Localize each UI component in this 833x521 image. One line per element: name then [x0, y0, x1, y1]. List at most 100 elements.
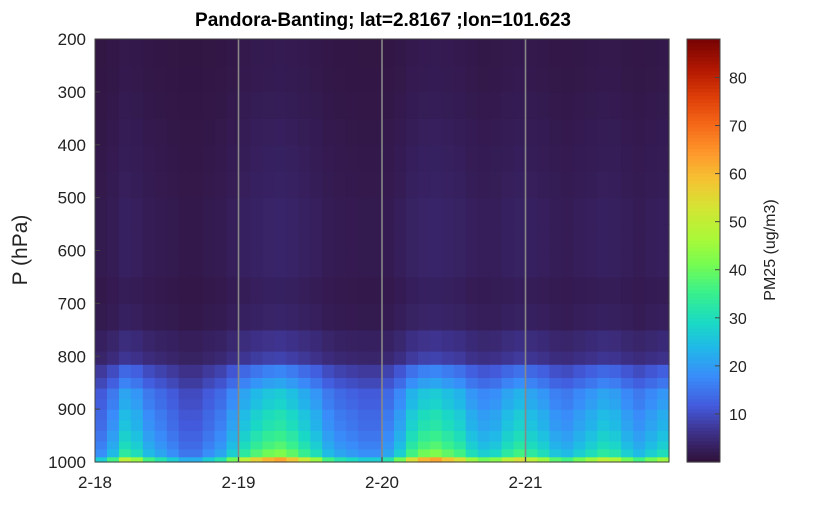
heatmap-cell	[310, 364, 323, 378]
heatmap-cell	[166, 387, 180, 400]
heatmap-cell	[166, 39, 180, 67]
heatmap-cell	[322, 398, 335, 410]
heatmap-cell	[334, 364, 347, 378]
heatmap-cell	[310, 91, 323, 119]
colorbar-segment	[687, 447, 720, 453]
heatmap-cell	[262, 398, 275, 410]
heatmap-cell	[382, 409, 395, 421]
heatmap-cell	[453, 387, 467, 400]
heatmap-cell	[95, 250, 108, 278]
heatmap-cell	[202, 303, 216, 331]
heatmap-cell	[561, 456, 574, 463]
heatmap-cell	[609, 398, 622, 410]
heatmap-cell	[262, 91, 275, 119]
heatmap-cell	[417, 118, 431, 146]
heatmap-cell	[405, 144, 419, 172]
heatmap-cell	[453, 456, 467, 463]
colorbar-segment	[687, 232, 720, 238]
heatmap-cell	[226, 144, 240, 172]
heatmap-cell	[370, 144, 383, 172]
colorbar-segment	[687, 335, 720, 340]
heatmap-cell	[657, 350, 670, 365]
heatmap-cell	[417, 364, 431, 378]
heatmap-cell	[322, 456, 335, 463]
heatmap-cell	[95, 440, 108, 450]
heatmap-cell	[154, 430, 168, 442]
heatmap-cell	[645, 250, 658, 278]
heatmap-cell	[609, 197, 622, 225]
heatmap-cell	[274, 224, 287, 252]
heatmap-cell	[501, 276, 515, 304]
heatmap-cell	[441, 350, 455, 365]
heatmap-cell	[561, 350, 574, 365]
heatmap-cell	[549, 250, 562, 278]
heatmap-cell	[645, 364, 658, 378]
heatmap-cell	[358, 171, 371, 199]
heatmap-cell	[489, 118, 503, 146]
colorbar-segment	[687, 105, 720, 111]
heatmap-cell	[106, 91, 120, 119]
heatmap-cell	[106, 197, 120, 225]
heatmap-cell	[190, 91, 204, 119]
colorbar-segment	[687, 299, 720, 304]
heatmap-cell	[370, 276, 383, 304]
heatmap-cell	[465, 440, 479, 450]
colorbar-segment	[687, 141, 720, 146]
heatmap-cell	[477, 364, 491, 378]
heatmap-cell	[417, 409, 431, 421]
heatmap-cell	[166, 303, 180, 331]
heatmap-cell	[621, 250, 634, 278]
heatmap-cell	[561, 144, 574, 172]
heatmap-cell	[334, 224, 347, 252]
heatmap-cell	[453, 398, 467, 410]
heatmap-cell	[573, 329, 586, 352]
heatmap-cell	[286, 91, 299, 119]
heatmap-cell	[334, 419, 347, 431]
heatmap-cell	[142, 197, 156, 225]
heatmap-cell	[657, 39, 670, 67]
heatmap-cell	[573, 171, 586, 199]
heatmap-cell	[142, 456, 156, 463]
heatmap-cell	[657, 224, 670, 252]
heatmap-cell	[429, 440, 443, 450]
heatmap-cell	[142, 171, 156, 199]
heatmap-cell	[130, 377, 144, 389]
heatmap-cell	[633, 430, 646, 442]
heatmap-cell	[346, 91, 359, 119]
heatmap-cell	[393, 276, 407, 304]
heatmap-cell	[226, 224, 240, 252]
heatmap-cell	[513, 398, 527, 410]
heatmap-cell	[106, 430, 120, 442]
colorbar-segment	[687, 201, 720, 206]
heatmap-cell	[657, 456, 670, 463]
heatmap-cell	[585, 448, 598, 458]
heatmap-cell	[238, 303, 252, 331]
heatmap-cell	[370, 456, 383, 463]
heatmap-cell	[214, 197, 228, 225]
heatmap-cell	[286, 329, 299, 352]
heatmap-cell	[417, 350, 431, 365]
heatmap-cell	[549, 419, 562, 431]
heatmap-cell	[597, 387, 610, 400]
heatmap-cell	[322, 224, 335, 252]
heatmap-cell	[453, 329, 467, 352]
colorbar-segment	[687, 49, 720, 54]
heatmap-cell	[190, 387, 204, 400]
heatmap-cell	[310, 430, 323, 442]
heatmap-cell	[657, 276, 670, 304]
heatmap-cell	[130, 303, 144, 331]
colorbar-segment	[687, 98, 720, 104]
heatmap-cell	[310, 171, 323, 199]
heatmap-cell	[477, 303, 491, 331]
heatmap-cell	[262, 329, 275, 352]
heatmap-cell	[405, 448, 419, 458]
heatmap-cell	[286, 224, 299, 252]
heatmap-cell	[106, 456, 120, 463]
heatmap-cell	[250, 329, 264, 352]
heatmap-cell	[238, 144, 252, 172]
heatmap-cell	[429, 276, 443, 304]
heatmap-cell	[585, 224, 598, 252]
heatmap-cell	[238, 197, 252, 225]
heatmap-cell	[118, 448, 132, 458]
heatmap-cell	[190, 197, 204, 225]
